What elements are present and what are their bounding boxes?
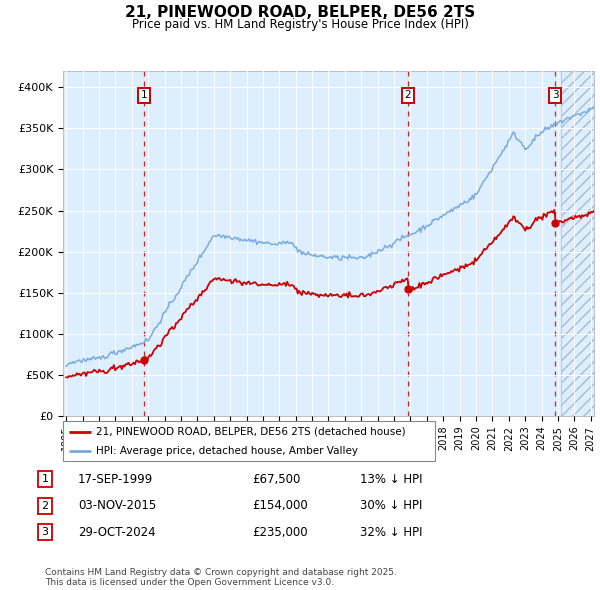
- Text: 3: 3: [41, 527, 49, 537]
- Text: 21, PINEWOOD ROAD, BELPER, DE56 2TS (detached house): 21, PINEWOOD ROAD, BELPER, DE56 2TS (det…: [97, 427, 406, 437]
- Text: £235,000: £235,000: [252, 526, 308, 539]
- Text: 1: 1: [140, 90, 147, 100]
- Text: 30% ↓ HPI: 30% ↓ HPI: [360, 499, 422, 512]
- Text: Price paid vs. HM Land Registry's House Price Index (HPI): Price paid vs. HM Land Registry's House …: [131, 18, 469, 31]
- FancyBboxPatch shape: [63, 421, 435, 461]
- Text: 3: 3: [552, 90, 559, 100]
- Bar: [561, 71, 600, 416]
- Text: 1: 1: [41, 474, 49, 484]
- Text: £67,500: £67,500: [252, 473, 301, 486]
- Text: 2: 2: [404, 90, 411, 100]
- Text: 17-SEP-1999: 17-SEP-1999: [78, 473, 153, 486]
- Text: £154,000: £154,000: [252, 499, 308, 512]
- Text: Contains HM Land Registry data © Crown copyright and database right 2025.
This d: Contains HM Land Registry data © Crown c…: [45, 568, 397, 587]
- Text: HPI: Average price, detached house, Amber Valley: HPI: Average price, detached house, Ambe…: [97, 446, 358, 456]
- Text: 03-NOV-2015: 03-NOV-2015: [78, 499, 156, 512]
- Text: 13% ↓ HPI: 13% ↓ HPI: [360, 473, 422, 486]
- Text: 32% ↓ HPI: 32% ↓ HPI: [360, 526, 422, 539]
- Text: 2: 2: [41, 501, 49, 510]
- Text: 29-OCT-2024: 29-OCT-2024: [78, 526, 155, 539]
- Text: 21, PINEWOOD ROAD, BELPER, DE56 2TS: 21, PINEWOOD ROAD, BELPER, DE56 2TS: [125, 5, 475, 19]
